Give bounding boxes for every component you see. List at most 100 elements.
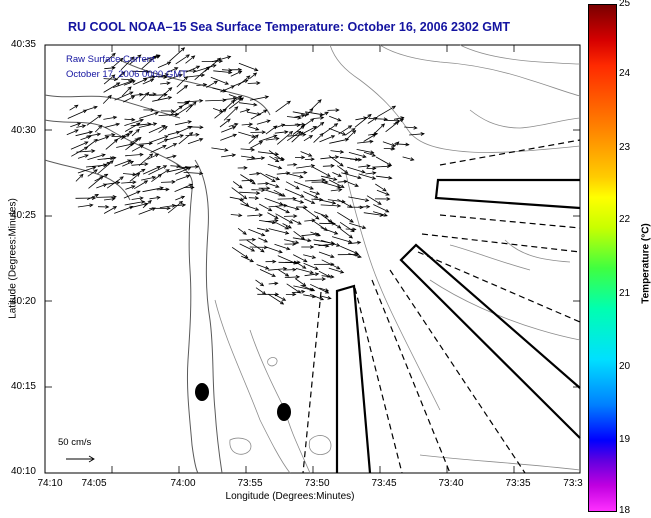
current-vector (157, 87, 172, 101)
current-vector (320, 227, 338, 235)
current-vector (129, 173, 140, 182)
current-vector-head (200, 73, 206, 78)
current-vector (96, 136, 109, 142)
current-vector-head (170, 109, 176, 114)
x-tick-label: 74:00 (170, 478, 196, 489)
current-vector-head (243, 195, 248, 200)
current-vector (284, 172, 303, 178)
current-vector-head (157, 173, 163, 178)
current-vector-head (112, 156, 117, 160)
current-vector-head (356, 240, 362, 245)
current-vector-head (310, 157, 315, 162)
current-vector-head (302, 265, 307, 269)
current-vector-head (129, 91, 134, 96)
current-vector-head (116, 82, 121, 87)
current-vector (292, 111, 309, 116)
bathymetry-contours (214, 44, 581, 474)
current-vector-head (311, 255, 317, 259)
current-vector (283, 204, 299, 210)
current-vector-head (149, 153, 154, 158)
current-vector (185, 134, 199, 136)
current-vector-head (139, 152, 144, 157)
current-vector (305, 111, 324, 116)
current-vector (404, 126, 417, 129)
current-vector (160, 181, 175, 183)
current-vector-head (109, 156, 115, 161)
current-vector (313, 117, 324, 119)
current-vector (185, 55, 195, 64)
current-vector (249, 72, 257, 80)
current-vector (339, 221, 355, 232)
current-vector (185, 65, 200, 73)
current-vector-head (281, 193, 286, 197)
current-vector-head (331, 221, 336, 226)
current-vector (268, 282, 278, 285)
current-vector (256, 264, 269, 270)
current-vector-head (249, 178, 254, 183)
current-vector-head (260, 156, 266, 161)
current-vector (114, 159, 131, 167)
current-vector (125, 154, 143, 157)
current-vector (319, 135, 335, 143)
current-vector (237, 227, 247, 235)
current-vector-head (287, 224, 292, 229)
current-vector (321, 181, 341, 188)
current-vector (292, 125, 305, 135)
current-vector (291, 291, 305, 294)
current-vector-head (308, 135, 314, 139)
current-vector-head (324, 288, 330, 292)
current-vector (150, 145, 167, 153)
current-vector-head (349, 218, 354, 223)
current-vector-head (263, 238, 269, 243)
current-vector (169, 105, 183, 117)
current-vector-head (113, 77, 119, 82)
current-vector (365, 172, 376, 175)
current-vector-head (284, 130, 289, 134)
current-vector-head (286, 171, 291, 176)
y-tick-label: 40:25 (10, 210, 36, 221)
current-vector (273, 189, 286, 197)
current-vector (356, 149, 374, 154)
current-vector (114, 91, 133, 101)
current-vector-head (185, 174, 191, 179)
current-vector (176, 85, 188, 95)
current-vector (340, 245, 358, 255)
current-vector-head (231, 153, 237, 158)
current-vector-head (366, 204, 371, 209)
current-vector (293, 285, 314, 291)
current-vector-head (310, 287, 316, 292)
current-vector (385, 121, 399, 133)
current-vector-head (172, 143, 178, 147)
current-vector (239, 191, 260, 194)
current-vector (274, 243, 290, 250)
current-vector (148, 165, 167, 175)
current-vector (106, 176, 124, 189)
colorbar-tick: 22 (619, 214, 631, 225)
current-vector-head (84, 146, 89, 151)
current-vector (259, 172, 276, 183)
current-vector-head (156, 195, 161, 200)
current-vector (268, 268, 287, 271)
current-vector-head (277, 165, 283, 170)
current-vector (114, 206, 133, 214)
plot-frame (44, 44, 581, 474)
current-vector-head (102, 183, 108, 188)
current-vector (238, 102, 257, 106)
current-vector-head (284, 230, 290, 235)
current-vector (223, 106, 238, 121)
current-vector (293, 254, 307, 263)
current-vector (142, 166, 161, 175)
current-vector (168, 67, 178, 73)
current-vector-head (280, 123, 286, 128)
current-vector-head (188, 125, 193, 130)
x-tick-label: 73:35 (505, 478, 531, 489)
current-vector-head (297, 221, 302, 225)
current-vector-head (294, 240, 300, 245)
current-vector-head (94, 194, 100, 198)
colorbar-tick: 25 (619, 0, 631, 9)
current-vector (148, 125, 166, 134)
current-vector-head (199, 125, 204, 130)
current-vector (104, 157, 114, 160)
current-vector (238, 131, 256, 138)
